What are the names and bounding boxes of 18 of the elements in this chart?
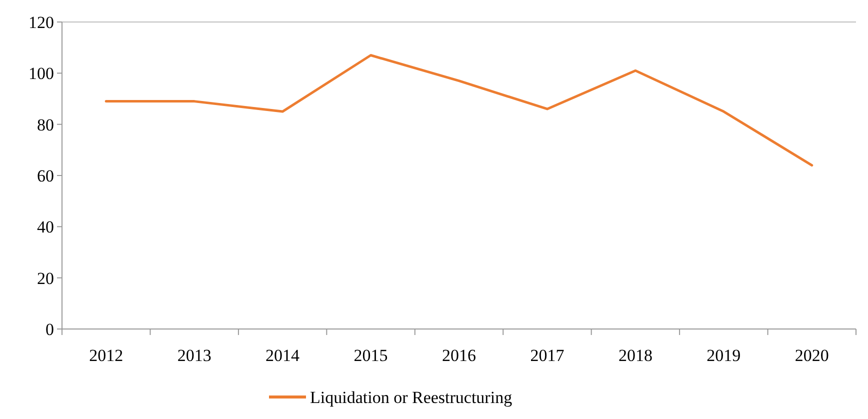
- line-series: [104, 54, 814, 167]
- x-tick-label: 2019: [706, 346, 741, 365]
- legend-label: Liquidation or Reestructuring: [310, 388, 513, 407]
- x-tick-label: 2016: [442, 346, 476, 365]
- y-tick-label: 100: [28, 64, 54, 84]
- y-tick-label: 120: [28, 12, 54, 32]
- y-tick-label: 0: [46, 320, 54, 339]
- y-tick-label: 60: [37, 166, 54, 186]
- x-tick-label: 2013: [177, 346, 212, 365]
- y-tick-label: 20: [37, 268, 54, 288]
- x-tick-label: 2012: [89, 346, 124, 365]
- x-tick-label: 2015: [354, 346, 388, 365]
- x-tick-label: 2014: [266, 346, 300, 365]
- y-tick-label: 80: [37, 115, 54, 134]
- x-tick-label: 2018: [618, 346, 652, 365]
- y-tick-label: 40: [37, 218, 54, 237]
- x-tick-label: 2017: [530, 346, 565, 365]
- x-tick-label: 2020: [794, 346, 829, 365]
